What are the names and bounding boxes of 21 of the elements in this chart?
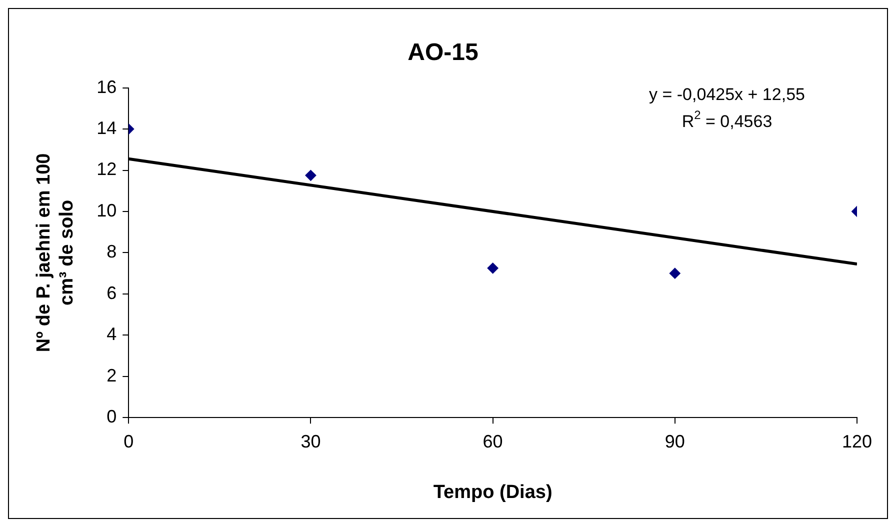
annotation: y = -0,0425x + 12,55 <box>649 84 805 104</box>
chart-title: AO-15 <box>408 39 478 66</box>
point <box>669 268 680 279</box>
y-tick-label: 16 <box>96 76 117 97</box>
y-tick-label: 6 <box>106 282 117 303</box>
y-axis-title: Nº de P. jaehni em 100 cm³ de solo <box>34 153 78 352</box>
y-tick-label: 12 <box>96 159 117 180</box>
x-tick-label: 120 <box>842 431 872 452</box>
point <box>487 262 498 274</box>
y-tick-label: 10 <box>96 200 117 220</box>
x-tick-label: 0 <box>124 431 134 452</box>
x-tick-label: 60 <box>482 431 503 452</box>
y-tick-label: 8 <box>106 242 117 262</box>
x-axis-title: Tempo (Dias) <box>433 482 552 503</box>
y-tick-label: 4 <box>106 324 117 344</box>
x-tick-label: 90 <box>664 431 685 452</box>
point <box>305 170 316 181</box>
y-tick-label: 0 <box>106 406 117 427</box>
y-tick-label: 14 <box>96 118 117 138</box>
y-tick-label: 2 <box>106 365 117 386</box>
x-tick-label: 30 <box>300 431 321 452</box>
